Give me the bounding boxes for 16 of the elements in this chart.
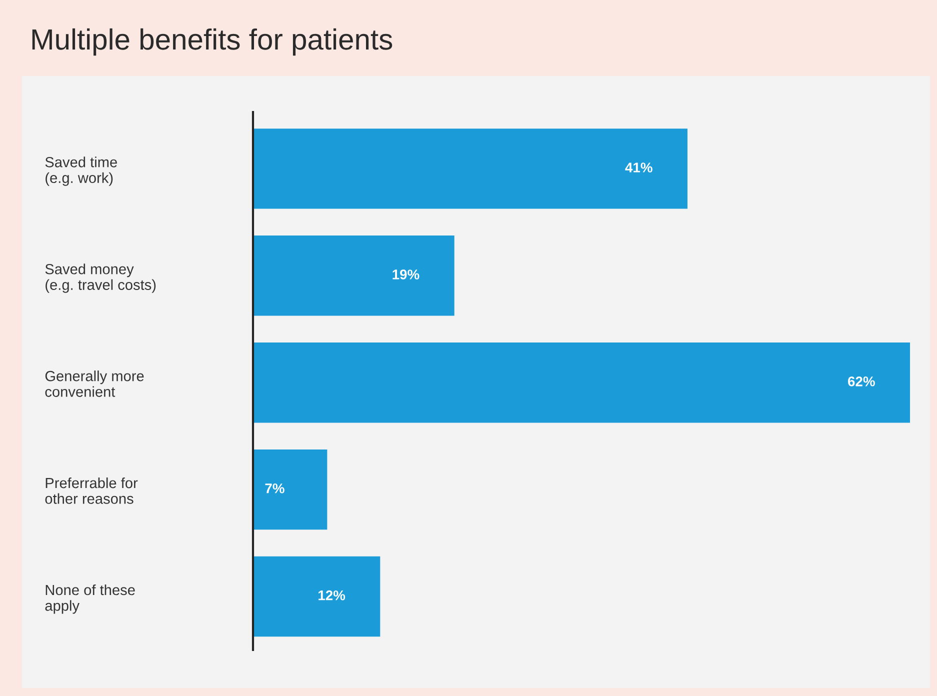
- data-label: 62%: [848, 376, 875, 386]
- bar: [253, 128, 688, 209]
- y-tick-label: Saved time (e.g. work): [45, 156, 117, 186]
- data-label: 7%: [265, 483, 284, 494]
- y-tick-label: Preferrable for other reasons: [45, 477, 138, 504]
- bar: [253, 236, 454, 316]
- data-label: 19%: [392, 270, 420, 280]
- data-label: 12%: [318, 590, 346, 600]
- y-tick-label: Generally more convenient: [45, 370, 144, 397]
- y-tick-label: None of these apply: [45, 584, 135, 614]
- y-tick-label: Saved money (e.g. travel costs): [45, 264, 156, 293]
- bar: [253, 342, 910, 423]
- data-label: 41%: [625, 162, 652, 172]
- bar: [253, 449, 328, 530]
- chart-title: Multiple benefits for patients: [32, 28, 392, 56]
- bar: [253, 556, 380, 637]
